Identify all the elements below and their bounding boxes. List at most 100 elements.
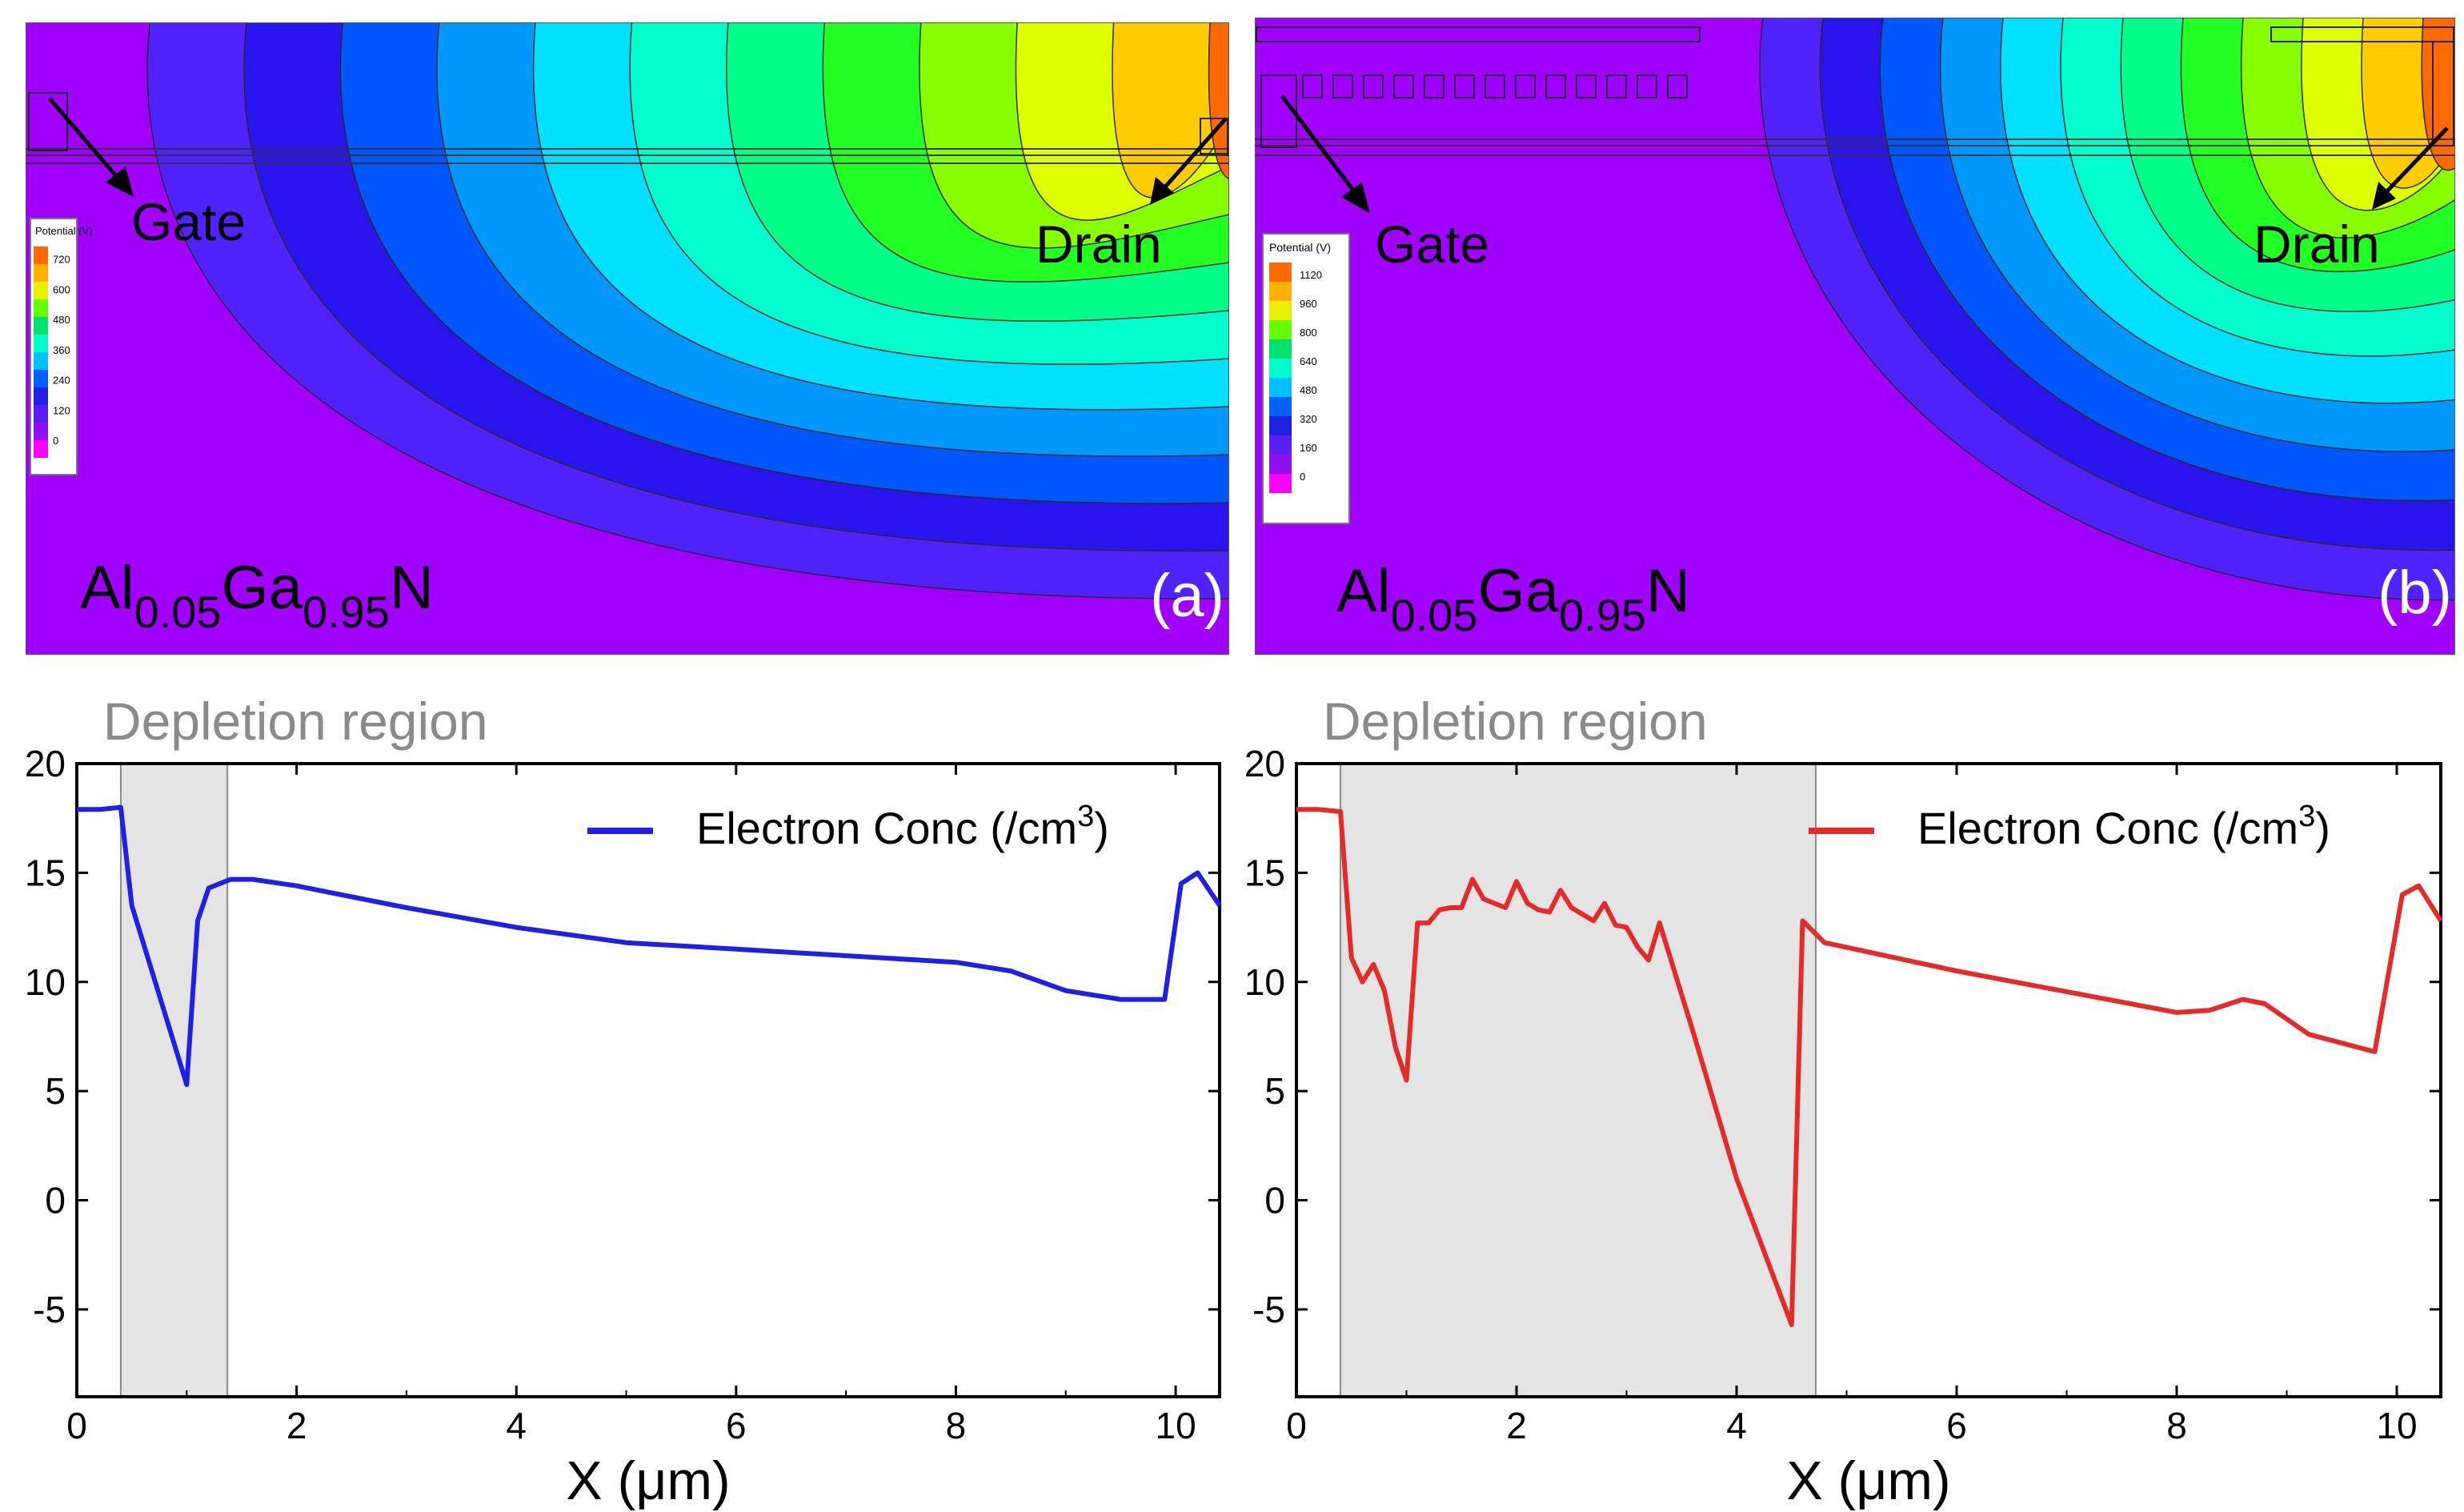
legend-swatch: [34, 387, 48, 405]
field-plate: [1393, 74, 1414, 98]
legend-swatch: [1269, 416, 1292, 435]
legend-entry: 120: [53, 404, 70, 416]
contour-bands: [26, 22, 1229, 655]
drain-arrow: [1150, 117, 1228, 205]
material-label: Al0.05Ga0.95N: [80, 554, 434, 637]
field-plate: [1454, 74, 1475, 98]
x-tick-label: 8: [946, 1405, 967, 1446]
legend-swatch: [34, 440, 48, 458]
field-plate: [1332, 74, 1353, 98]
legend-swatch: [34, 299, 48, 317]
legend-swatch: [1269, 397, 1292, 416]
potential-legend: Potential (V) 1120 960 800 640 480 320 160 0: [1262, 233, 1350, 524]
legend-title: Potential (V): [35, 225, 93, 237]
legend-entry: Electron Conc (/cm3): [696, 800, 1109, 853]
depletion-region-label: Depletion region: [103, 692, 488, 751]
x-tick-label: 6: [726, 1405, 747, 1446]
legend-entry: 0: [1300, 471, 1305, 483]
legend-entry: 480: [53, 314, 70, 326]
y-tick-label: 10: [25, 961, 66, 1003]
x-axis-label: X (μm): [566, 1450, 730, 1511]
legend-entry: 240: [53, 375, 70, 387]
legend-swatch: [1269, 359, 1292, 378]
field-plate: [1302, 74, 1323, 98]
y-tick-label: 5: [1264, 1070, 1285, 1112]
y-tick-label: -5: [33, 1289, 66, 1330]
legend-swatches: [34, 247, 48, 458]
legend-swatch: [34, 317, 48, 335]
x-tick-label: 4: [1726, 1405, 1747, 1446]
panel-label: (b): [2378, 559, 2452, 627]
x-tick-label: 0: [66, 1405, 87, 1446]
gate-arrow: [48, 97, 134, 197]
legend-swatch: [1269, 282, 1292, 301]
legend-swatch: [1269, 435, 1292, 455]
legend-swatch: [1269, 455, 1292, 474]
legend-entry: 960: [1300, 298, 1317, 310]
device-structure: [1255, 18, 2455, 655]
potential-legend: Potential (V) 720 600 480 360 240 120 0: [30, 218, 93, 475]
legend-swatch: [1269, 474, 1292, 493]
x-tick-label: 10: [2376, 1405, 2417, 1446]
x-tick-label: 0: [1286, 1405, 1307, 1446]
depletion-region: [119, 763, 229, 1398]
legend-swatch: [34, 423, 48, 440]
y-tick-label: 5: [45, 1070, 66, 1112]
drain-label: Drain: [1036, 215, 1162, 274]
legend-entry: 720: [53, 254, 70, 266]
series-line: [77, 804, 1222, 1087]
legend-entry: Electron Conc (/cm3): [1917, 800, 2330, 853]
field-plate: [1637, 74, 1657, 98]
field-plate: [1606, 74, 1627, 98]
series-line: [1296, 807, 2443, 1327]
potential-contour-b: Gate Drain Potential (V) 1120 960 800 640 48…: [1255, 18, 2455, 655]
legend-entry: 800: [1300, 327, 1317, 339]
field-plate: [1576, 74, 1597, 98]
legend-swatches: [1269, 263, 1292, 493]
contour-bands: [1255, 18, 2455, 655]
field-plate: [1515, 74, 1536, 98]
y-tick-label: 0: [45, 1180, 66, 1221]
legend-entry: 320: [1300, 413, 1317, 425]
drain-label: Drain: [2254, 215, 2380, 274]
plot-frame: [1295, 762, 2442, 1398]
legend-swatch: [34, 282, 48, 299]
field-plate: [1424, 74, 1444, 98]
gate-label: Gate: [1375, 215, 1489, 274]
legend-swatch: [34, 405, 48, 423]
contour-band: [2421, 18, 2455, 171]
field-plate: [1484, 74, 1505, 98]
electron-conc-chart-a: Depletion region 0 2 4 6 8 10 20 15 10 5 0 -5 X (μm) E…: [25, 692, 1222, 1511]
legend-labels: 1120 960 800 640 480 320 160 0: [1300, 269, 1322, 483]
legend-entry: 160: [1300, 442, 1317, 454]
legend-swatch: [34, 264, 48, 282]
y-tick-label: 20: [25, 743, 66, 784]
x-tick-label: 2: [286, 1405, 307, 1446]
depletion-region: [1340, 763, 1817, 1398]
gate-arrow: [1280, 94, 1370, 214]
y-tick-label: -5: [1252, 1289, 1285, 1330]
y-tick-label: 0: [1264, 1180, 1285, 1221]
legend-swatch: [1269, 378, 1292, 397]
gate-label: Gate: [131, 192, 246, 251]
legend-swatch: [1269, 320, 1292, 339]
electron-conc-chart-b: Depletion region 0 2 4 6 8 10 20 15 10 5 0 -5 X (μm) E…: [1244, 692, 2443, 1511]
material-label: Al0.05Ga0.95N: [1336, 557, 1690, 640]
potential-panel-b: Gate Drain Potential (V) 1120 960 800 640 48…: [1255, 18, 2455, 655]
x-tick-label: 10: [1155, 1405, 1196, 1446]
contour-band: [1208, 22, 1229, 180]
legend-swatch: [34, 335, 48, 352]
legend-entry: 0: [53, 435, 58, 447]
legend-entry: 1120: [1300, 269, 1322, 281]
legend-swatch: [1269, 301, 1292, 320]
legend-entry: 360: [53, 344, 70, 356]
drain-arrow: [2372, 126, 2449, 210]
x-tick-label: 8: [2166, 1405, 2187, 1446]
y-tick-label: 15: [25, 852, 66, 893]
x-tick-label: 6: [1946, 1405, 1967, 1446]
legend-entry: 480: [1300, 384, 1317, 396]
field-plate: [1545, 74, 1566, 98]
legend-labels: 720 600 480 360 240 120 0: [53, 254, 70, 447]
legend-swatch: [34, 352, 48, 370]
field-plate: [1363, 74, 1384, 98]
